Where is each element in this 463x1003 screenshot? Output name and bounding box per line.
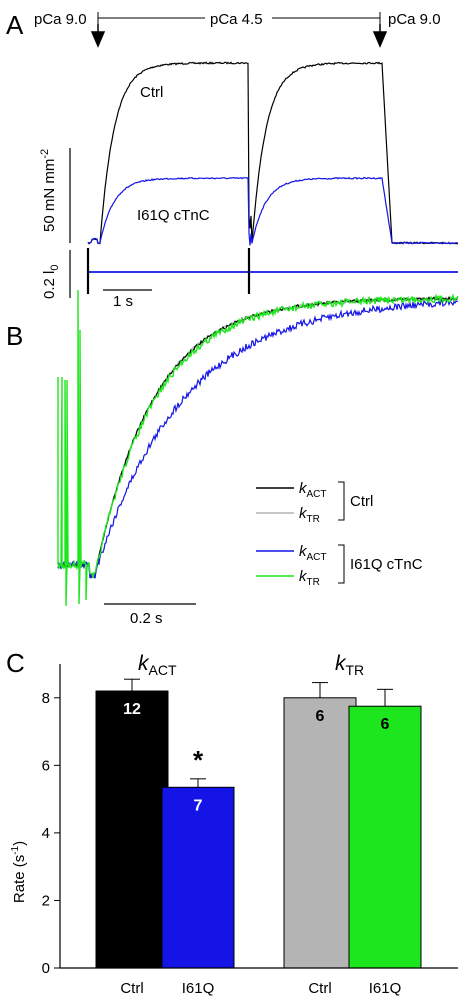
y-tick-label: 0 [42,960,50,977]
length-scale-label: 0.2 l0 [41,265,61,299]
trace-a-mutant [87,176,459,246]
y-tick-label: 4 [42,825,50,842]
time-scale-label-b: 0.2 s [130,610,163,627]
legend-label-mutant-kact: kACT [299,543,327,563]
y-tick-label: 6 [42,757,50,774]
bars: 12 7 * 6 6 [95,678,422,969]
bar [161,786,235,969]
panel-a: A pCa 9.0 pCa 4.5 pCa 9.0 Ctrl I61Q cTnC… [6,10,459,310]
bar-n-label: 6 [381,716,390,733]
legend-group-ctrl: Ctrl [350,493,373,510]
pca-end-label: pCa 9.0 [388,11,441,28]
bar [348,705,422,969]
group-title-kact: kACT [138,652,177,678]
pca-mid-label: pCa 4.5 [210,11,263,28]
panel-a-letter: A [6,10,24,40]
bar-n-label: 12 [123,701,141,718]
bar-n-label: 7 [194,797,203,814]
legend-label-mutant-ktr: kTR [299,568,320,588]
legend-b: kACT kTR Ctrl kACT kTR I61Q cTnC [256,480,423,588]
legend-label-ctrl-kact: kACT [299,480,327,500]
legend-bracket-mutant [338,544,345,584]
legend-group-mutant: I61Q cTnC [350,556,423,573]
y-axis: 0 2 4 6 8 [42,664,61,977]
pca-start-label: pCa 9.0 [34,11,87,28]
y-tick-label: 8 [42,690,50,707]
trace-b-mutant-kact [57,298,459,579]
x-tick-label: Ctrl [120,980,143,997]
ctrl-trace-label: Ctrl [140,84,163,101]
x-tick-label: I61Q [369,980,402,997]
legend-label-ctrl-ktr: kTR [299,505,320,525]
trace-b-ctrl-ktr [57,296,459,578]
group-title-ktr: kTR [335,652,364,678]
x-tick-label: I61Q [182,980,215,997]
panel-b-letter: B [6,321,23,351]
legend-bracket-ctrl [338,481,345,521]
solution-change-arrow-right [372,24,388,48]
bar [95,690,169,969]
y-axis-label: Rate (s-1) [10,841,28,903]
y-tick-label: 2 [42,892,50,909]
trace-b-ctrl-kact [57,295,458,579]
significance-marker: * [193,745,204,775]
time-scale-label-a: 1 s [113,293,133,310]
trace-b-mutant-ktr [57,289,459,607]
x-tick-label: Ctrl [308,980,331,997]
bar-n-label: 6 [316,708,325,725]
force-scale-label: 50 mN mm-2 [39,149,58,232]
panel-c-letter: C [6,648,25,678]
solution-change-arrow-left [90,24,106,48]
panel-b: B 0.2 s kACT kTR Ctrl kACT kTR I61Q cTnC [6,289,459,627]
mutant-trace-label: I61Q cTnC [137,207,210,224]
bar [283,697,357,969]
